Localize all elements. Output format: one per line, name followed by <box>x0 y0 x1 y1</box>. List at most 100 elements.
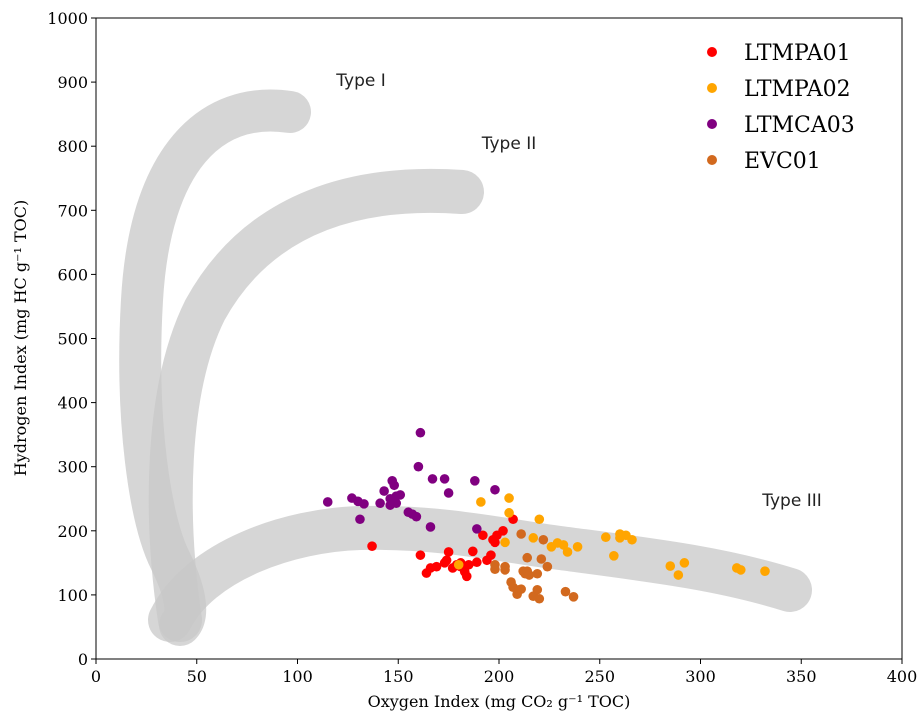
legend-marker <box>707 83 717 93</box>
point <box>504 508 514 518</box>
point <box>528 533 539 543</box>
point <box>443 488 454 498</box>
point <box>415 427 426 438</box>
y-tick-label: 900 <box>57 73 88 92</box>
point <box>524 570 535 580</box>
point <box>461 571 472 582</box>
point <box>568 592 579 602</box>
legend-label: LTMPA01 <box>744 41 851 66</box>
y-tick-label: 200 <box>57 522 88 541</box>
point <box>472 524 482 534</box>
point <box>538 534 549 545</box>
point <box>411 511 422 522</box>
point <box>500 537 510 548</box>
point <box>500 561 510 572</box>
point <box>490 484 500 495</box>
point <box>615 533 625 543</box>
ticks: 0 50 100 150 200 250 300 350 400 0 100 200 300 400 500… <box>47 9 917 686</box>
point <box>395 490 406 500</box>
legend-marker <box>707 155 717 165</box>
point <box>665 561 676 571</box>
point <box>425 522 436 532</box>
x-tick-label: 350 <box>786 667 817 686</box>
point <box>609 550 619 561</box>
legend: LTMPA01 LTMPA02 LTMCA03 EVC01 <box>707 41 855 174</box>
point <box>355 514 365 525</box>
point <box>572 542 583 552</box>
annotation: Type I <box>335 71 385 91</box>
point <box>516 584 526 594</box>
point <box>679 558 690 568</box>
point <box>532 568 543 579</box>
y-tick-label: 300 <box>57 458 88 477</box>
y-tick-label: 1000 <box>47 9 88 28</box>
point <box>558 540 569 550</box>
point <box>522 552 533 563</box>
annotations: Type I Type II Type III <box>335 71 821 511</box>
point <box>534 514 545 525</box>
point <box>439 474 450 484</box>
point <box>472 557 482 568</box>
annotation: Type III <box>761 491 822 511</box>
legend-label: LTMPA02 <box>744 77 851 102</box>
point <box>443 547 454 557</box>
y-tick-label: 100 <box>57 586 88 605</box>
y-tick-label: 700 <box>57 201 88 220</box>
y-tick-label: 800 <box>57 137 88 156</box>
x-tick-label: 100 <box>282 667 313 686</box>
point <box>468 546 478 557</box>
point <box>415 550 426 560</box>
y-tick-label: 400 <box>57 394 88 413</box>
point <box>562 547 573 557</box>
point <box>427 474 438 484</box>
x-tick-label: 300 <box>685 667 716 686</box>
point <box>389 480 400 491</box>
x-tick-label: 200 <box>484 667 515 686</box>
y-tick-label: 600 <box>57 265 88 284</box>
y-tick-label: 500 <box>57 330 88 349</box>
legend-marker <box>707 119 717 129</box>
legend-label: LTMCA03 <box>744 113 855 138</box>
point <box>536 554 547 564</box>
point <box>600 532 611 543</box>
point <box>375 498 385 509</box>
type-ii-band <box>148 168 484 642</box>
point <box>431 561 442 572</box>
y-tick-label: 0 <box>78 650 88 669</box>
point <box>736 565 746 575</box>
x-axis-label: Oxygen Index (mg CO₂ g⁻¹ TOC) <box>368 692 631 711</box>
point <box>627 534 637 545</box>
point <box>441 555 452 566</box>
point <box>478 530 488 541</box>
point <box>367 541 377 551</box>
points <box>322 427 770 604</box>
point <box>490 564 500 575</box>
point <box>463 559 474 570</box>
point <box>476 497 486 507</box>
point <box>486 550 496 560</box>
point <box>516 529 526 539</box>
point <box>760 566 770 576</box>
point <box>504 493 514 503</box>
legend-marker <box>707 47 717 57</box>
x-tick-label: 400 <box>887 667 918 686</box>
legend-label: EVC01 <box>744 149 821 174</box>
point <box>470 476 480 486</box>
point <box>391 498 402 509</box>
point <box>453 559 464 570</box>
y-axis-label: Hydrogen Index (mg HC g⁻¹ TOC) <box>11 200 30 477</box>
point <box>498 526 508 536</box>
point <box>322 497 333 507</box>
point <box>673 570 684 580</box>
point <box>359 499 369 509</box>
x-tick-label: 250 <box>584 667 615 686</box>
x-tick-label: 150 <box>383 667 414 686</box>
x-tick-label: 50 <box>187 667 207 686</box>
point <box>379 486 389 496</box>
x-tick-label: 0 <box>91 667 101 686</box>
plot-frame <box>95 17 903 660</box>
annotation: Type II <box>481 134 536 154</box>
point <box>532 584 543 595</box>
point <box>534 593 545 604</box>
